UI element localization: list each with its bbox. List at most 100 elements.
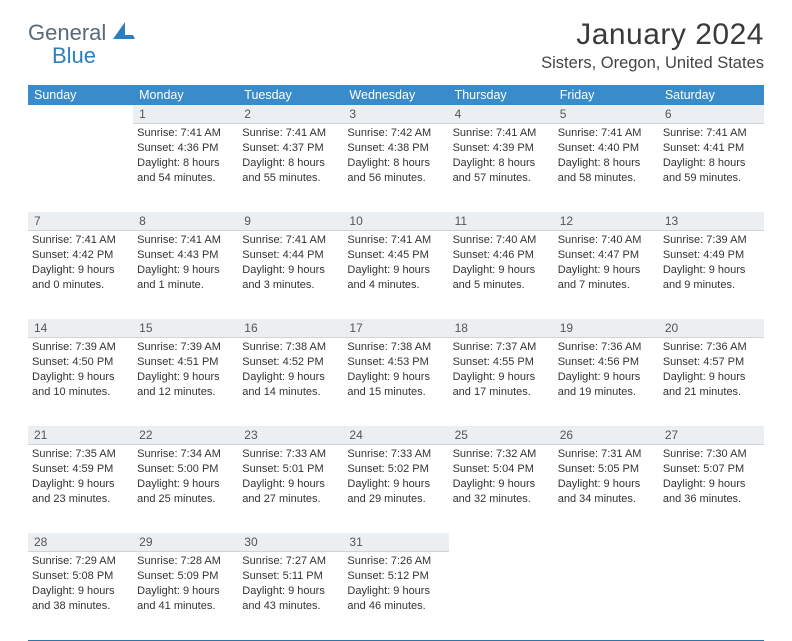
sunset-line: Sunset: 4:53 PM — [347, 355, 444, 370]
daylight-line: Daylight: 9 hours and 38 minutes. — [32, 584, 129, 614]
day-cell: Sunrise: 7:33 AMSunset: 5:01 PMDaylight:… — [238, 445, 343, 533]
sunset-line: Sunset: 4:59 PM — [32, 462, 129, 477]
daylight-line: Daylight: 8 hours and 58 minutes. — [558, 156, 655, 186]
daynum-cell: 6 — [659, 105, 764, 124]
day-content: Sunrise: 7:39 AMSunset: 4:51 PMDaylight:… — [137, 338, 234, 399]
sunrise-line: Sunrise: 7:31 AM — [558, 447, 655, 462]
daylight-line: Daylight: 9 hours and 0 minutes. — [32, 263, 129, 293]
day-number: 5 — [554, 105, 659, 124]
day-cell: Sunrise: 7:30 AMSunset: 5:07 PMDaylight:… — [659, 445, 764, 533]
location: Sisters, Oregon, United States — [541, 54, 764, 73]
day-cell — [554, 552, 659, 640]
sunset-line: Sunset: 4:51 PM — [137, 355, 234, 370]
sunrise-line: Sunrise: 7:34 AM — [137, 447, 234, 462]
day-cell: Sunrise: 7:39 AMSunset: 4:49 PMDaylight:… — [659, 231, 764, 319]
sunrise-line: Sunrise: 7:36 AM — [558, 340, 655, 355]
week-row: Sunrise: 7:35 AMSunset: 4:59 PM Daylight:… — [28, 445, 764, 533]
day-content: Sunrise: 7:34 AMSunset: 5:00 PMDaylight:… — [137, 445, 234, 506]
daynum-cell: 5 — [554, 105, 659, 124]
daylight-line: Daylight: 9 hours and 29 minutes. — [347, 477, 444, 507]
day-cell: Sunrise: 7:37 AMSunset: 4:55 PMDaylight:… — [449, 338, 554, 426]
day-cell: Sunrise: 7:41 AMSunset: 4:44 PMDaylight:… — [238, 231, 343, 319]
day-number: 14 — [28, 319, 133, 338]
daynum-cell — [659, 533, 764, 552]
calendar-body: 123456Sunrise: 7:41 AMSunset: 4:36 PMDay… — [28, 105, 764, 640]
daylight-line: Daylight: 8 hours and 55 minutes. — [242, 156, 339, 186]
day-cell: Sunrise: 7:41 AMSunset: 4:39 PMDaylight:… — [449, 124, 554, 212]
day-cell: Sunrise: 7:42 AMSunset: 4:38 PMDaylight:… — [343, 124, 448, 212]
day-number: 7 — [28, 212, 133, 231]
day-number: 24 — [343, 426, 448, 445]
sunset-line: Sunset: 4:36 PM — [137, 141, 234, 156]
day-cell: Sunrise: 7:28 AMSunset: 5:09 PMDaylight:… — [133, 552, 238, 640]
daynum-cell: 11 — [449, 212, 554, 231]
sunrise-line: Sunrise: 7:41 AM — [242, 233, 339, 248]
day-content: Sunrise: 7:41 AMSunset: 4:39 PMDaylight:… — [453, 124, 550, 185]
daylight-line: Daylight: 9 hours and 27 minutes. — [242, 477, 339, 507]
daynum-cell: 4 — [449, 105, 554, 124]
calendar-page: General Blue January 2024 Sisters, Orego… — [0, 0, 792, 612]
sunset-line: Sunset: 4:56 PM — [558, 355, 655, 370]
daynum-cell: 14 — [28, 319, 133, 338]
day-cell: Sunrise: 7:36 AMSunset: 4:56 PMDaylight:… — [554, 338, 659, 426]
day-content: Sunrise: 7:38 AMSunset: 4:53 PMDaylight:… — [347, 338, 444, 399]
daylight-line: Daylight: 9 hours and 3 minutes. — [242, 263, 339, 293]
day-cell: Sunrise: 7:40 AMSunset: 4:47 PMDaylight:… — [554, 231, 659, 319]
daylight-line: Daylight: 8 hours and 56 minutes. — [347, 156, 444, 186]
day-number: 1 — [133, 105, 238, 124]
sunrise-line: Sunrise: 7:41 AM — [453, 126, 550, 141]
month-title: January 2024 — [541, 18, 764, 52]
daynum-cell: 3 — [343, 105, 448, 124]
day-cell: Sunrise: 7:41 AMSunset: 4:45 PMDaylight:… — [343, 231, 448, 319]
day-content: Sunrise: 7:37 AMSunset: 4:55 PMDaylight:… — [453, 338, 550, 399]
calendar-head: SundayMondayTuesdayWednesdayThursdayFrid… — [28, 85, 764, 105]
sunset-line: Sunset: 4:47 PM — [558, 248, 655, 263]
daylight-line: Daylight: 9 hours and 10 minutes. — [32, 370, 129, 400]
brand-general: General — [28, 20, 106, 45]
day-number: 30 — [238, 533, 343, 552]
day-number: 29 — [133, 533, 238, 552]
day-cell — [28, 124, 133, 212]
daynum-cell: 21 — [28, 426, 133, 445]
day-number: 20 — [659, 319, 764, 338]
sunset-line: Sunset: 4:40 PM — [558, 141, 655, 156]
sunrise-line: Sunrise: 7:38 AM — [242, 340, 339, 355]
day-cell: Sunrise: 7:27 AMSunset: 5:11 PMDaylight:… — [238, 552, 343, 640]
sunrise-line: Sunrise: 7:35 AM — [32, 447, 129, 462]
daylight-line: Daylight: 9 hours and 7 minutes. — [558, 263, 655, 293]
day-content: Sunrise: 7:41 AMSunset: 4:37 PMDaylight:… — [242, 124, 339, 185]
sunrise-line: Sunrise: 7:41 AM — [663, 126, 760, 141]
day-number: 4 — [449, 105, 554, 124]
day-content: Sunrise: 7:31 AMSunset: 5:05 PMDaylight:… — [558, 445, 655, 506]
sunrise-line: Sunrise: 7:41 AM — [242, 126, 339, 141]
weekday-header: Monday — [133, 85, 238, 105]
daylight-line: Daylight: 9 hours and 43 minutes. — [242, 584, 339, 614]
sunset-line: Sunset: 5:00 PM — [137, 462, 234, 477]
day-cell: Sunrise: 7:41 AMSunset: 4:37 PMDaylight:… — [238, 124, 343, 212]
day-content: Sunrise: 7:41 AMSunset: 4:43 PMDaylight:… — [137, 231, 234, 292]
daylight-line: Daylight: 9 hours and 1 minute. — [137, 263, 234, 293]
daylight-line: Daylight: 9 hours and 34 minutes. — [558, 477, 655, 507]
daynum-cell: 22 — [133, 426, 238, 445]
sunrise-line: Sunrise: 7:39 AM — [32, 340, 129, 355]
daylight-line: Daylight: 9 hours and 15 minutes. — [347, 370, 444, 400]
sunrise-line: Sunrise: 7:41 AM — [347, 233, 444, 248]
daynum-cell: 29 — [133, 533, 238, 552]
day-cell: Sunrise: 7:36 AMSunset: 4:57 PMDaylight:… — [659, 338, 764, 426]
brand-sail-icon — [113, 22, 135, 45]
daynum-cell: 25 — [449, 426, 554, 445]
sunrise-line: Sunrise: 7:42 AM — [347, 126, 444, 141]
day-number: 26 — [554, 426, 659, 445]
brand-blue: Blue — [52, 43, 135, 69]
day-content: Sunrise: 7:39 AMSunset: 4:50 PMDaylight:… — [32, 338, 129, 399]
day-content: Sunrise: 7:41 AMSunset: 4:40 PMDaylight:… — [558, 124, 655, 185]
day-content: Sunrise: 7:36 AMSunset: 4:57 PMDaylight:… — [663, 338, 760, 399]
weekday-header: Tuesday — [238, 85, 343, 105]
daylight-line: Daylight: 9 hours and 12 minutes. — [137, 370, 234, 400]
day-cell: Sunrise: 7:41 AMSunset: 4:42 PMDaylight:… — [28, 231, 133, 319]
sunrise-line: Sunrise: 7:41 AM — [137, 233, 234, 248]
day-cell — [449, 552, 554, 640]
daylight-line: Daylight: 9 hours and 4 minutes. — [347, 263, 444, 293]
sunrise-line: Sunrise: 7:29 AM — [32, 554, 129, 569]
sunrise-line: Sunrise: 7:33 AM — [347, 447, 444, 462]
